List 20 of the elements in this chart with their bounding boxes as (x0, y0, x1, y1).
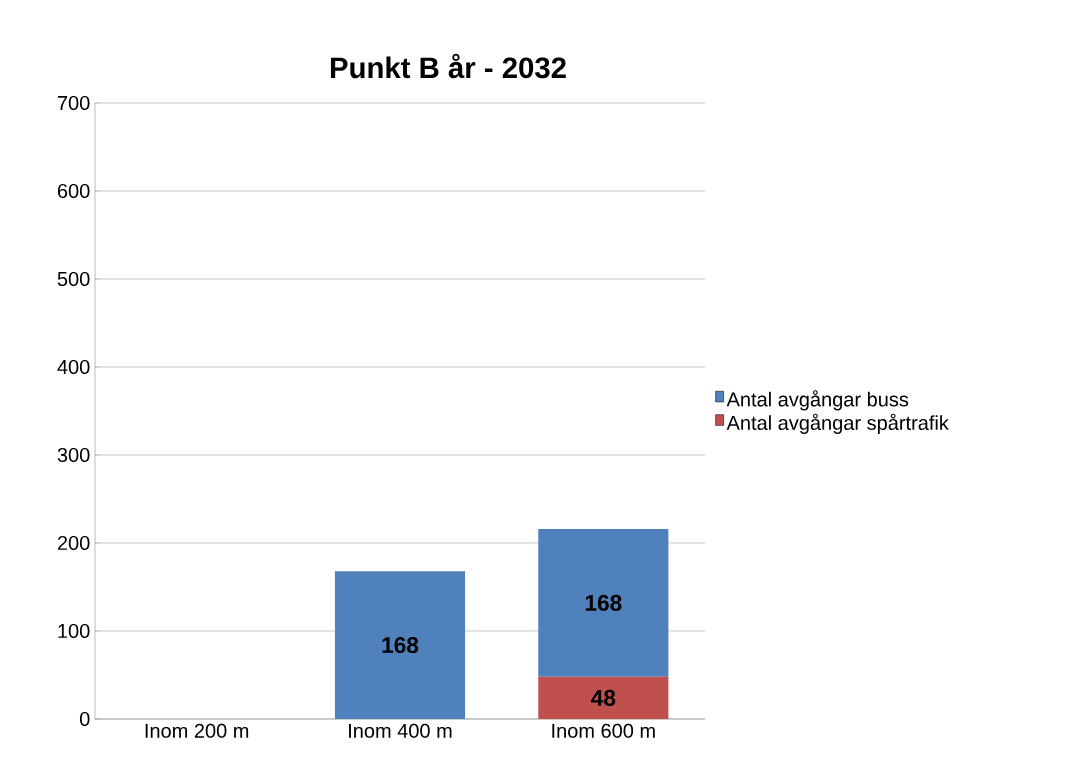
bar (334, 571, 466, 719)
chart-title: Punkt B år - 2032 (330, 53, 566, 79)
y-tick-label: 400 (57, 359, 90, 375)
data-label: 48 (591, 689, 616, 706)
data-label: 168 (585, 594, 622, 611)
legend-label: Antal avgångar spårtrafik (726, 413, 949, 434)
y-tick-label: 600 (57, 183, 90, 199)
x-tick-label: Inom 600 m (552, 723, 655, 738)
y-tick-label: 100 (58, 623, 90, 639)
y-tick-label: 200 (57, 535, 90, 551)
data-label: 168 (382, 637, 419, 654)
x-tick-label: Inom 400 m (349, 723, 452, 738)
bar (538, 676, 669, 719)
y-tick-label: 300 (57, 447, 90, 463)
bar (538, 528, 669, 677)
y-tick-label: 700 (57, 95, 90, 111)
legend-label: Antal avgångar buss (726, 390, 909, 411)
y-tick-label: 500 (57, 271, 90, 287)
x-tick-label: Inom 200 m (145, 723, 249, 738)
y-tick-label: 0 (79, 711, 90, 727)
